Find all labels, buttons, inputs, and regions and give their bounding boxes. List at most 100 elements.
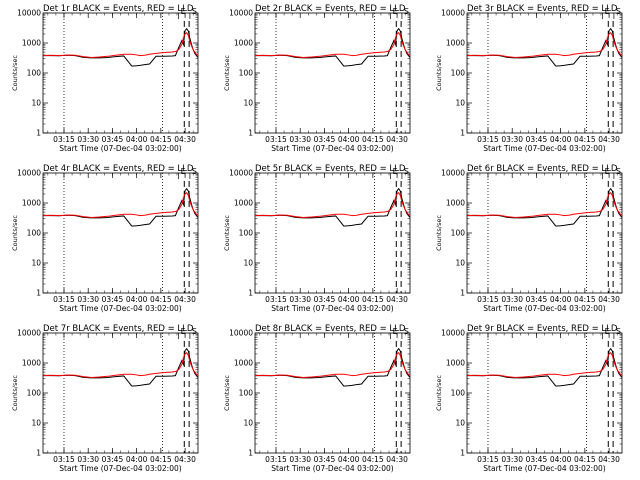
y-tick-label: 1: [36, 129, 41, 138]
y-tick-label: 1000: [234, 39, 253, 48]
events-series-line: [43, 27, 199, 67]
x-tick-label: 03:45: [102, 295, 124, 304]
plot-frame: [42, 12, 199, 134]
x-tick-label: 03:45: [526, 455, 548, 464]
lld-series-line: [254, 351, 411, 378]
panel-title: Det 8r BLACK = Events, RED = LLD: [255, 324, 406, 334]
y-tick-label: 10: [31, 419, 41, 428]
y-tick-label: 100: [451, 229, 466, 238]
lld-series-line: [466, 351, 623, 378]
flag-label: E: [605, 7, 610, 16]
detector-panel-8: Det 8r BLACK = Events, RED = LLD 1 10 100 10…: [223, 324, 411, 473]
plot-frame: [466, 12, 623, 134]
y-axis-label: Counts/sec: [435, 375, 443, 411]
x-axis-label: Start Time (07-Dec-04 03:02:00): [483, 144, 605, 153]
panel-title: Det 7r BLACK = Events, RED = LLD: [43, 324, 194, 334]
y-tick-label: 100: [239, 229, 254, 238]
x-tick-label: 03:30: [77, 455, 99, 464]
detector-panel-2: Det 2r BLACK = Events, RED = LLD 1 10 100 10…: [223, 4, 411, 153]
panel-title: Det 6r BLACK = Events, RED = LLD: [467, 164, 618, 174]
x-tick-label: 03:30: [501, 295, 523, 304]
x-tick-label: 03:15: [477, 135, 499, 144]
lld-series-line: [42, 31, 199, 58]
flag-label: E: [181, 7, 186, 16]
panel-title: Det 4r BLACK = Events, RED = LLD: [43, 164, 194, 174]
x-tick-label: 04:00: [126, 135, 148, 144]
x-tick-label: 03:15: [265, 295, 287, 304]
y-tick-label: 10: [31, 99, 41, 108]
y-tick-label: 100: [27, 389, 42, 398]
x-tick-label: 04:15: [150, 295, 172, 304]
x-axis-label: Start Time (07-Dec-04 03:02:00): [271, 464, 393, 473]
events-series-line: [255, 347, 411, 387]
y-tick-label: 1000: [446, 359, 465, 368]
lld-series-line: [466, 191, 623, 218]
x-tick-label: 04:00: [126, 455, 148, 464]
x-axis-label: Start Time (07-Dec-04 03:02:00): [59, 464, 181, 473]
y-axis-label: Counts/sec: [11, 55, 19, 91]
x-tick-label: 03:30: [501, 135, 523, 144]
y-tick-label: 1: [36, 289, 41, 298]
y-tick-label: 10: [243, 419, 253, 428]
y-axis-label: Counts/sec: [223, 215, 231, 251]
x-tick-label: 03:15: [53, 455, 75, 464]
flag-label: E: [181, 167, 186, 176]
detector-panel-3: Det 3r BLACK = Events, RED = LLD 1 10 100 10…: [435, 4, 623, 153]
x-tick-label: 04:00: [126, 295, 148, 304]
plot-frame: [254, 172, 411, 294]
y-tick-label: 1000: [22, 39, 41, 48]
x-tick-label: 03:30: [77, 295, 99, 304]
panel-title: Det 9r BLACK = Events, RED = LLD: [467, 324, 618, 334]
y-tick-label: 1000: [446, 39, 465, 48]
x-tick-label: 03:15: [265, 455, 287, 464]
y-tick-label: 10: [455, 99, 465, 108]
y-tick-label: 1: [460, 449, 465, 458]
panel-title: Det 1r BLACK = Events, RED = LLD: [43, 4, 194, 14]
lld-series-line: [42, 191, 199, 218]
y-tick-label: 1000: [446, 199, 465, 208]
x-tick-label: 04:30: [174, 295, 196, 304]
x-axis-label: Start Time (07-Dec-04 03:02:00): [59, 304, 181, 313]
plot-frame: [42, 172, 199, 294]
lld-series-line: [254, 191, 411, 218]
x-tick-label: 03:15: [53, 135, 75, 144]
y-axis-label: Counts/sec: [11, 215, 19, 251]
y-tick-label: 10: [31, 259, 41, 268]
x-tick-label: 03:15: [477, 455, 499, 464]
lld-series-line: [254, 31, 411, 58]
x-tick-label: 04:30: [598, 135, 620, 144]
y-tick-label: 10000: [229, 329, 253, 338]
y-axis-label: Counts/sec: [435, 55, 443, 91]
events-series-line: [43, 187, 199, 227]
x-tick-label: 04:15: [574, 455, 596, 464]
x-tick-label: 03:45: [102, 135, 124, 144]
events-series-line: [255, 27, 411, 67]
plot-frame: [254, 332, 411, 454]
y-tick-label: 1: [248, 449, 253, 458]
y-tick-label: 100: [27, 69, 42, 78]
x-axis-label: Start Time (07-Dec-04 03:02:00): [59, 144, 181, 153]
events-series-line: [467, 187, 623, 227]
x-tick-label: 03:30: [77, 135, 99, 144]
x-tick-label: 03:15: [53, 295, 75, 304]
events-series-line: [43, 347, 199, 387]
plot-frame: [42, 332, 199, 454]
detector-panel-6: Det 6r BLACK = Events, RED = LLD 1 10 100 10…: [435, 164, 623, 313]
y-tick-label: 100: [239, 69, 254, 78]
events-series-line: [467, 27, 623, 67]
panel-title: Det 2r BLACK = Events, RED = LLD: [255, 4, 406, 14]
flag-label: E: [393, 167, 398, 176]
y-tick-label: 100: [27, 229, 42, 238]
x-tick-label: 04:00: [338, 455, 360, 464]
x-tick-label: 04:30: [174, 455, 196, 464]
y-tick-label: 10000: [441, 169, 465, 178]
x-axis-label: Start Time (07-Dec-04 03:02:00): [271, 144, 393, 153]
y-tick-label: 10000: [441, 329, 465, 338]
lld-series-line: [42, 351, 199, 378]
x-tick-label: 04:15: [150, 455, 172, 464]
y-tick-label: 100: [239, 389, 254, 398]
lld-series-line: [466, 31, 623, 58]
y-tick-label: 100: [451, 389, 466, 398]
x-tick-label: 04:00: [338, 135, 360, 144]
y-axis-label: Counts/sec: [435, 215, 443, 251]
